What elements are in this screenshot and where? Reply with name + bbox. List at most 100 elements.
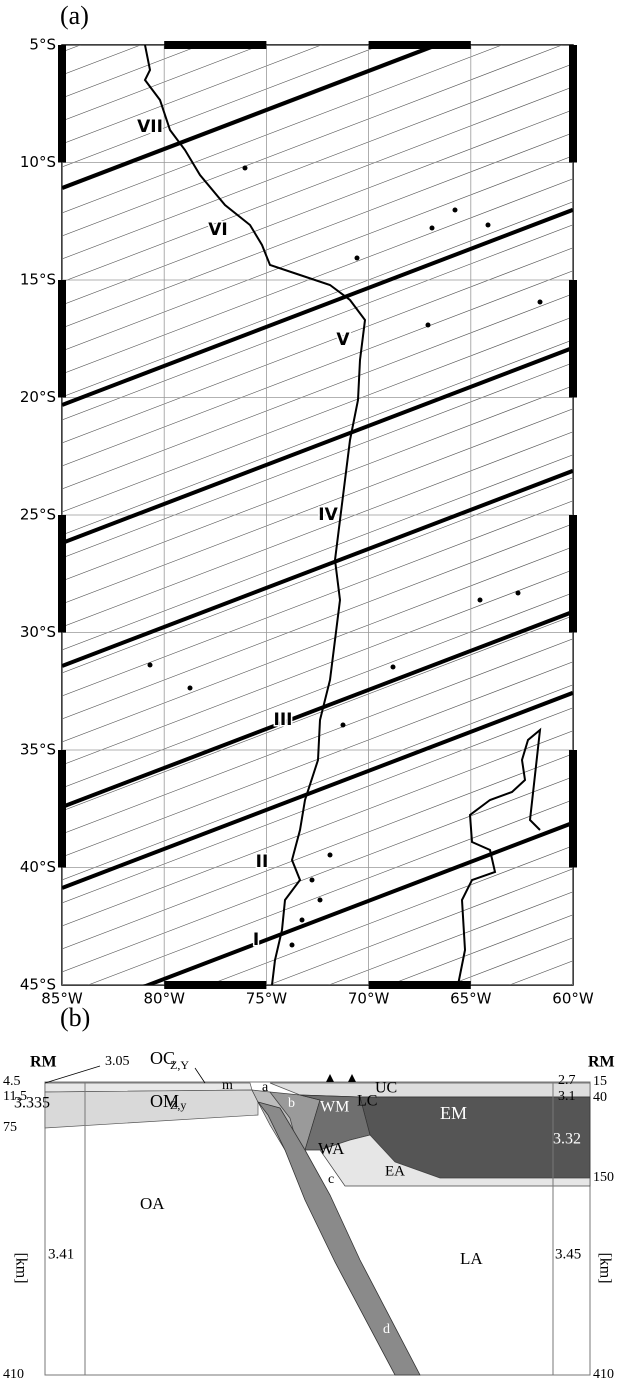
- profile-label: I: [253, 930, 259, 950]
- hatch-line: [62, 730, 573, 927]
- hatch-line: [62, 109, 573, 306]
- frame-bar: [164, 41, 267, 49]
- section-label: [km]: [12, 1252, 29, 1283]
- section-label: a: [262, 1080, 269, 1095]
- lat-label: 25°S: [20, 506, 56, 524]
- island: [317, 897, 323, 903]
- lon-label: 60°W: [552, 990, 594, 1008]
- lat-label: 30°S: [20, 623, 56, 641]
- section-label: 4.5: [3, 1074, 21, 1089]
- panel-label: (b): [60, 1003, 90, 1032]
- hatch-line: [62, 45, 82, 53]
- section-label: 15: [593, 1074, 607, 1089]
- coastline: [457, 727, 542, 985]
- hatch-line: [87, 799, 573, 985]
- section-label: Z,y: [170, 1098, 186, 1112]
- hatch-line: [328, 891, 573, 985]
- section-label: 410: [3, 1367, 24, 1382]
- hatch-line: [62, 45, 323, 145]
- coastline: [143, 45, 367, 985]
- upper-crust: [269, 1082, 591, 1098]
- volcano: [348, 1074, 356, 1082]
- profile-line: [142, 820, 573, 985]
- island: [147, 662, 153, 668]
- island: [327, 852, 333, 858]
- island: [429, 225, 435, 231]
- hatch-line: [62, 201, 573, 398]
- hatch-line: [62, 178, 573, 375]
- section-label: 11.5: [3, 1089, 27, 1104]
- section-label: OC: [150, 1048, 175, 1068]
- hatch-line: [388, 914, 573, 985]
- frame-bar: [58, 750, 66, 868]
- section-label: m: [222, 1078, 233, 1093]
- hatch-line: [62, 454, 573, 651]
- lon-label: 65°W: [450, 990, 492, 1008]
- island: [309, 877, 315, 883]
- island: [242, 165, 248, 171]
- section-label: 3.1: [558, 1089, 576, 1104]
- hatch-line: [267, 868, 573, 985]
- frame-bar: [368, 41, 471, 49]
- island: [537, 299, 543, 305]
- section-label: UC: [375, 1080, 397, 1097]
- section-label: LC: [357, 1093, 377, 1110]
- profile-line: [62, 45, 442, 190]
- section-label: 3.41: [48, 1246, 74, 1262]
- leader: [194, 1067, 206, 1084]
- section-label: 3.335: [14, 1095, 50, 1112]
- hatch-line: [62, 523, 573, 720]
- island: [340, 722, 346, 728]
- section-label: EA: [385, 1163, 405, 1179]
- profile-line: [62, 207, 573, 407]
- hatch-line: [62, 224, 573, 421]
- map-inner: [62, 0, 573, 985]
- hatch-line: [62, 408, 573, 605]
- hatch-line: [62, 477, 573, 674]
- section-label: RM: [588, 1054, 615, 1071]
- profile-line: [62, 690, 573, 890]
- section-label: RM: [30, 1054, 57, 1071]
- wedge-asthenosphere: [319, 1134, 591, 1187]
- hatch-line: [62, 45, 202, 99]
- hatch-line: [62, 45, 262, 122]
- section-label: 3.05: [105, 1054, 130, 1069]
- section-label: 3.32: [553, 1131, 581, 1148]
- hatch-line: [62, 776, 573, 973]
- profile-line: [62, 468, 573, 668]
- island: [477, 597, 483, 603]
- hatch-line: [62, 86, 573, 283]
- section-label: 75: [3, 1120, 17, 1135]
- hatch-line: [62, 546, 573, 743]
- island: [485, 222, 491, 228]
- frame-bar: [164, 981, 267, 989]
- hatch-line: [62, 63, 573, 260]
- island: [515, 590, 521, 596]
- hatch-line: [62, 500, 573, 697]
- section-label: 3.45: [555, 1246, 581, 1262]
- lon-label: 80°W: [143, 990, 185, 1008]
- section-label: 40: [593, 1090, 607, 1105]
- hatch-line: [62, 155, 573, 352]
- frame-bar: [569, 280, 577, 398]
- lon-label: 85°W: [41, 990, 83, 1008]
- profile-line: [62, 345, 573, 545]
- section-label: Z,Y: [170, 1058, 189, 1072]
- section-label: LA: [460, 1249, 483, 1268]
- hatch-line: [62, 707, 573, 904]
- frame-bar: [58, 45, 66, 163]
- section-label: OM: [150, 1091, 179, 1111]
- hatch-line: [62, 293, 573, 490]
- profile-line: [62, 609, 573, 809]
- oceanic-mantle: [44, 1089, 259, 1129]
- hatch-line: [62, 753, 573, 950]
- lon-label: 75°W: [246, 990, 288, 1008]
- lat-label: 40°S: [20, 858, 56, 876]
- hatch-line: [62, 45, 563, 237]
- hatch-line: [62, 0, 573, 6]
- section-label: c: [328, 1172, 334, 1187]
- hatch-line: [62, 592, 573, 789]
- island: [452, 207, 458, 213]
